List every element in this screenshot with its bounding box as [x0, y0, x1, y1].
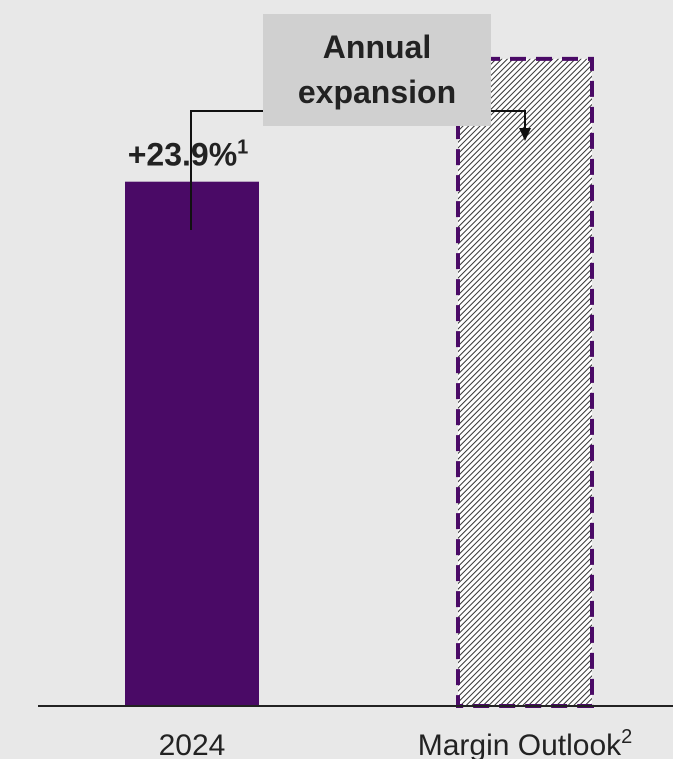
tick-label-0: 2024: [159, 729, 226, 759]
x-axis-tick-labels: 2024 Margin Outlook2: [159, 726, 633, 759]
bars-layer: +23.9%1: [125, 56, 594, 708]
tick-label-footnote: 2: [621, 726, 632, 748]
bar-margin-outlook: [456, 56, 594, 708]
data-label-0: +23.9%1: [128, 137, 249, 173]
callout-line-1: Annual: [323, 29, 431, 65]
data-label-footnote: 1: [237, 137, 248, 159]
callout-box: [263, 14, 491, 126]
expansion-arrowhead: [519, 128, 531, 141]
tick-label-1: Margin Outlook2: [418, 726, 633, 759]
bar-2024: [125, 181, 259, 707]
callout-line-2: expansion: [298, 74, 456, 110]
